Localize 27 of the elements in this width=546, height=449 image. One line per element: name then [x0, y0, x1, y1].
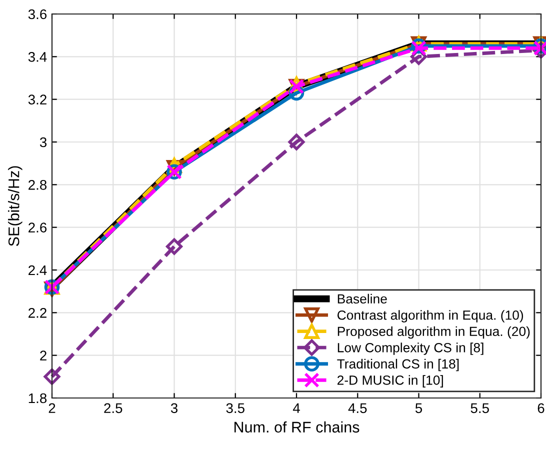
- y-tick-label: 2.4: [28, 265, 47, 276]
- legend-label: Contrast algorithm in Equa. (10): [338, 310, 524, 322]
- y-tick-label: 3: [40, 137, 47, 148]
- y-tick-label: 2.2: [28, 308, 46, 318]
- y-tick-label: 2.6: [28, 222, 47, 233]
- y-tick-label: 3.6: [28, 9, 47, 20]
- legend-label: Low Complexity CS in [8]: [338, 342, 484, 355]
- x-tick-label: 3: [170, 403, 178, 414]
- y-tick-label: 3.2: [28, 94, 46, 105]
- x-tick-label: 3.5: [226, 403, 244, 414]
- x-tick-label: 4.5: [348, 403, 367, 414]
- x-tick-label: 2.5: [104, 403, 122, 414]
- x-tick-label: 5.5: [470, 403, 489, 414]
- x-tick-label: 2: [48, 403, 56, 413]
- legend-label: Proposed algorithm in Equa. (20): [338, 326, 530, 339]
- y-tick-label: 2.8: [28, 180, 47, 190]
- x-tick-label: 6: [538, 403, 544, 414]
- x-tick-label: 5: [415, 403, 422, 414]
- y-tick-label: 3.4: [28, 52, 47, 62]
- legend-label: 2-D MUSIC in [10]: [337, 375, 443, 388]
- y-axis-title: SE(bit/s/Hz): [8, 166, 22, 246]
- legend-label: Baseline: [338, 294, 387, 304]
- legend-label: Traditional CS in [18]: [337, 358, 459, 372]
- x-axis-title: Num. of RF chains: [234, 421, 360, 433]
- x-tick-label: 4: [292, 403, 300, 413]
- y-tick-label: 2: [40, 350, 46, 360]
- y-tick-label: 1.8: [28, 393, 47, 404]
